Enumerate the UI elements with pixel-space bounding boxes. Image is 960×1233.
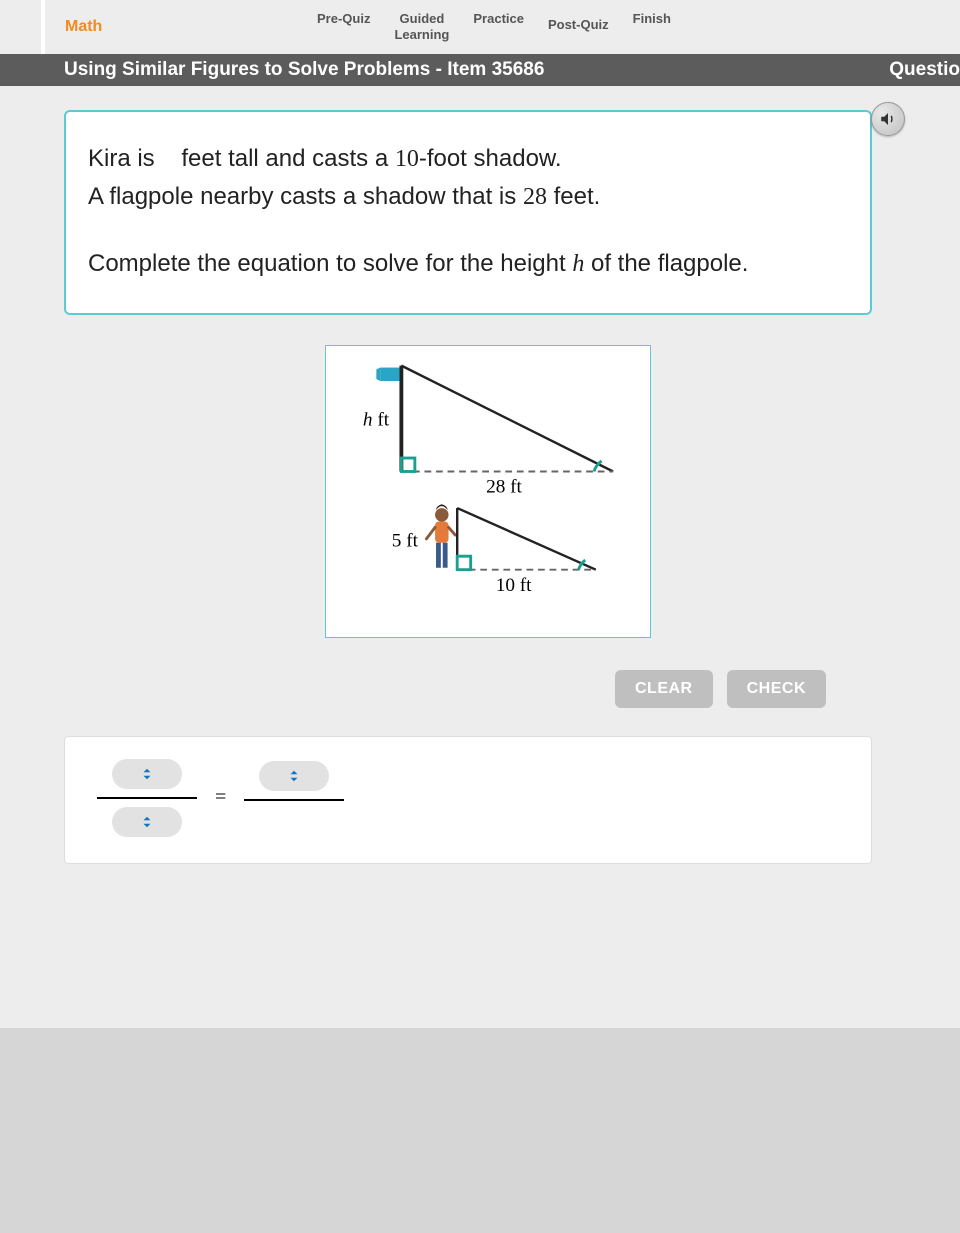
equals-sign: = xyxy=(215,786,226,809)
person-icon xyxy=(426,504,455,568)
speaker-icon xyxy=(879,110,897,128)
nav-step-label: Finish xyxy=(633,11,671,26)
diagram-container: h ft 28 ft xyxy=(325,345,651,638)
numerator-input[interactable] xyxy=(112,759,182,789)
question-line-3: Complete the equation to solve for the h… xyxy=(88,245,840,283)
text: A flagpole nearby casts a shadow that is xyxy=(88,183,523,210)
subject-label[interactable]: Math xyxy=(45,18,305,36)
stepper-icon xyxy=(140,815,154,829)
text: -foot shadow. xyxy=(419,145,562,172)
button-row: CLEAR CHECK xyxy=(64,638,912,708)
text: feet. xyxy=(547,183,600,210)
flagpole-triangle: h ft 28 ft xyxy=(363,366,613,498)
question-line-1: Kira is feet tall and casts a 10-foot sh… xyxy=(88,140,840,178)
numerator-input-2[interactable] xyxy=(259,761,329,791)
similar-triangles-diagram: h ft 28 ft xyxy=(334,356,642,626)
person-shadow-label: 10 ft xyxy=(496,575,532,596)
nav-step-label: GuidedLearning xyxy=(394,11,449,42)
nav-step-prequiz[interactable]: Pre-Quiz xyxy=(305,11,382,42)
nav-step-practice[interactable]: Practice xyxy=(461,11,536,42)
nav-step-finish[interactable]: Finish xyxy=(621,11,683,42)
svg-text:h ft: h ft xyxy=(363,409,390,430)
top-nav: Math Pre-Quiz GuidedLearning Practice Po… xyxy=(0,0,960,54)
title-text: Using Similar Figures to Solve Problems … xyxy=(64,59,544,81)
person-triangle: 5 ft 10 ft xyxy=(392,504,596,596)
text: feet tall and casts a xyxy=(175,145,395,172)
nav-step-label: Pre-Quiz xyxy=(317,11,370,26)
number: 28 xyxy=(523,184,547,210)
text: Complete the equation to solve for the h… xyxy=(88,250,572,277)
person-height-label: 5 ft xyxy=(392,531,419,552)
clear-button[interactable]: CLEAR xyxy=(615,670,713,708)
question-counter: Questio xyxy=(889,59,960,81)
text: Kira is xyxy=(88,145,161,172)
stepper-icon xyxy=(140,767,154,781)
fraction-left xyxy=(97,757,197,839)
app-frame: Math Pre-Quiz GuidedLearning Practice Po… xyxy=(0,0,960,1028)
flag-shadow-label: 28 ft xyxy=(486,477,522,498)
variable: h xyxy=(572,251,584,277)
fraction-right xyxy=(244,759,344,837)
stepper-icon xyxy=(287,769,301,783)
nav-step-label: Post-Quiz xyxy=(548,17,609,32)
content-area: Kira is feet tall and casts a 10-foot sh… xyxy=(0,86,960,864)
answer-box: = xyxy=(64,736,872,864)
text: of the flagpole. xyxy=(584,250,748,277)
question-line-2: A flagpole nearby casts a shadow that is… xyxy=(88,178,840,216)
nav-step-guided[interactable]: GuidedLearning xyxy=(382,11,461,42)
question-box: Kira is feet tall and casts a 10-foot sh… xyxy=(64,110,872,315)
fraction-bar xyxy=(97,797,197,799)
fraction-bar xyxy=(244,799,344,801)
audio-button[interactable] xyxy=(871,102,905,136)
nav-step-label: Practice xyxy=(473,11,524,26)
nav-step-postquiz[interactable]: Post-Quiz xyxy=(536,11,621,42)
denominator-input[interactable] xyxy=(112,807,182,837)
nav-steps: Pre-Quiz GuidedLearning Practice Post-Qu… xyxy=(305,11,683,42)
check-button[interactable]: CHECK xyxy=(727,670,826,708)
number: 10 xyxy=(395,146,419,172)
title-bar: Using Similar Figures to Solve Problems … xyxy=(0,54,960,86)
sidebar-stripe xyxy=(41,0,45,54)
